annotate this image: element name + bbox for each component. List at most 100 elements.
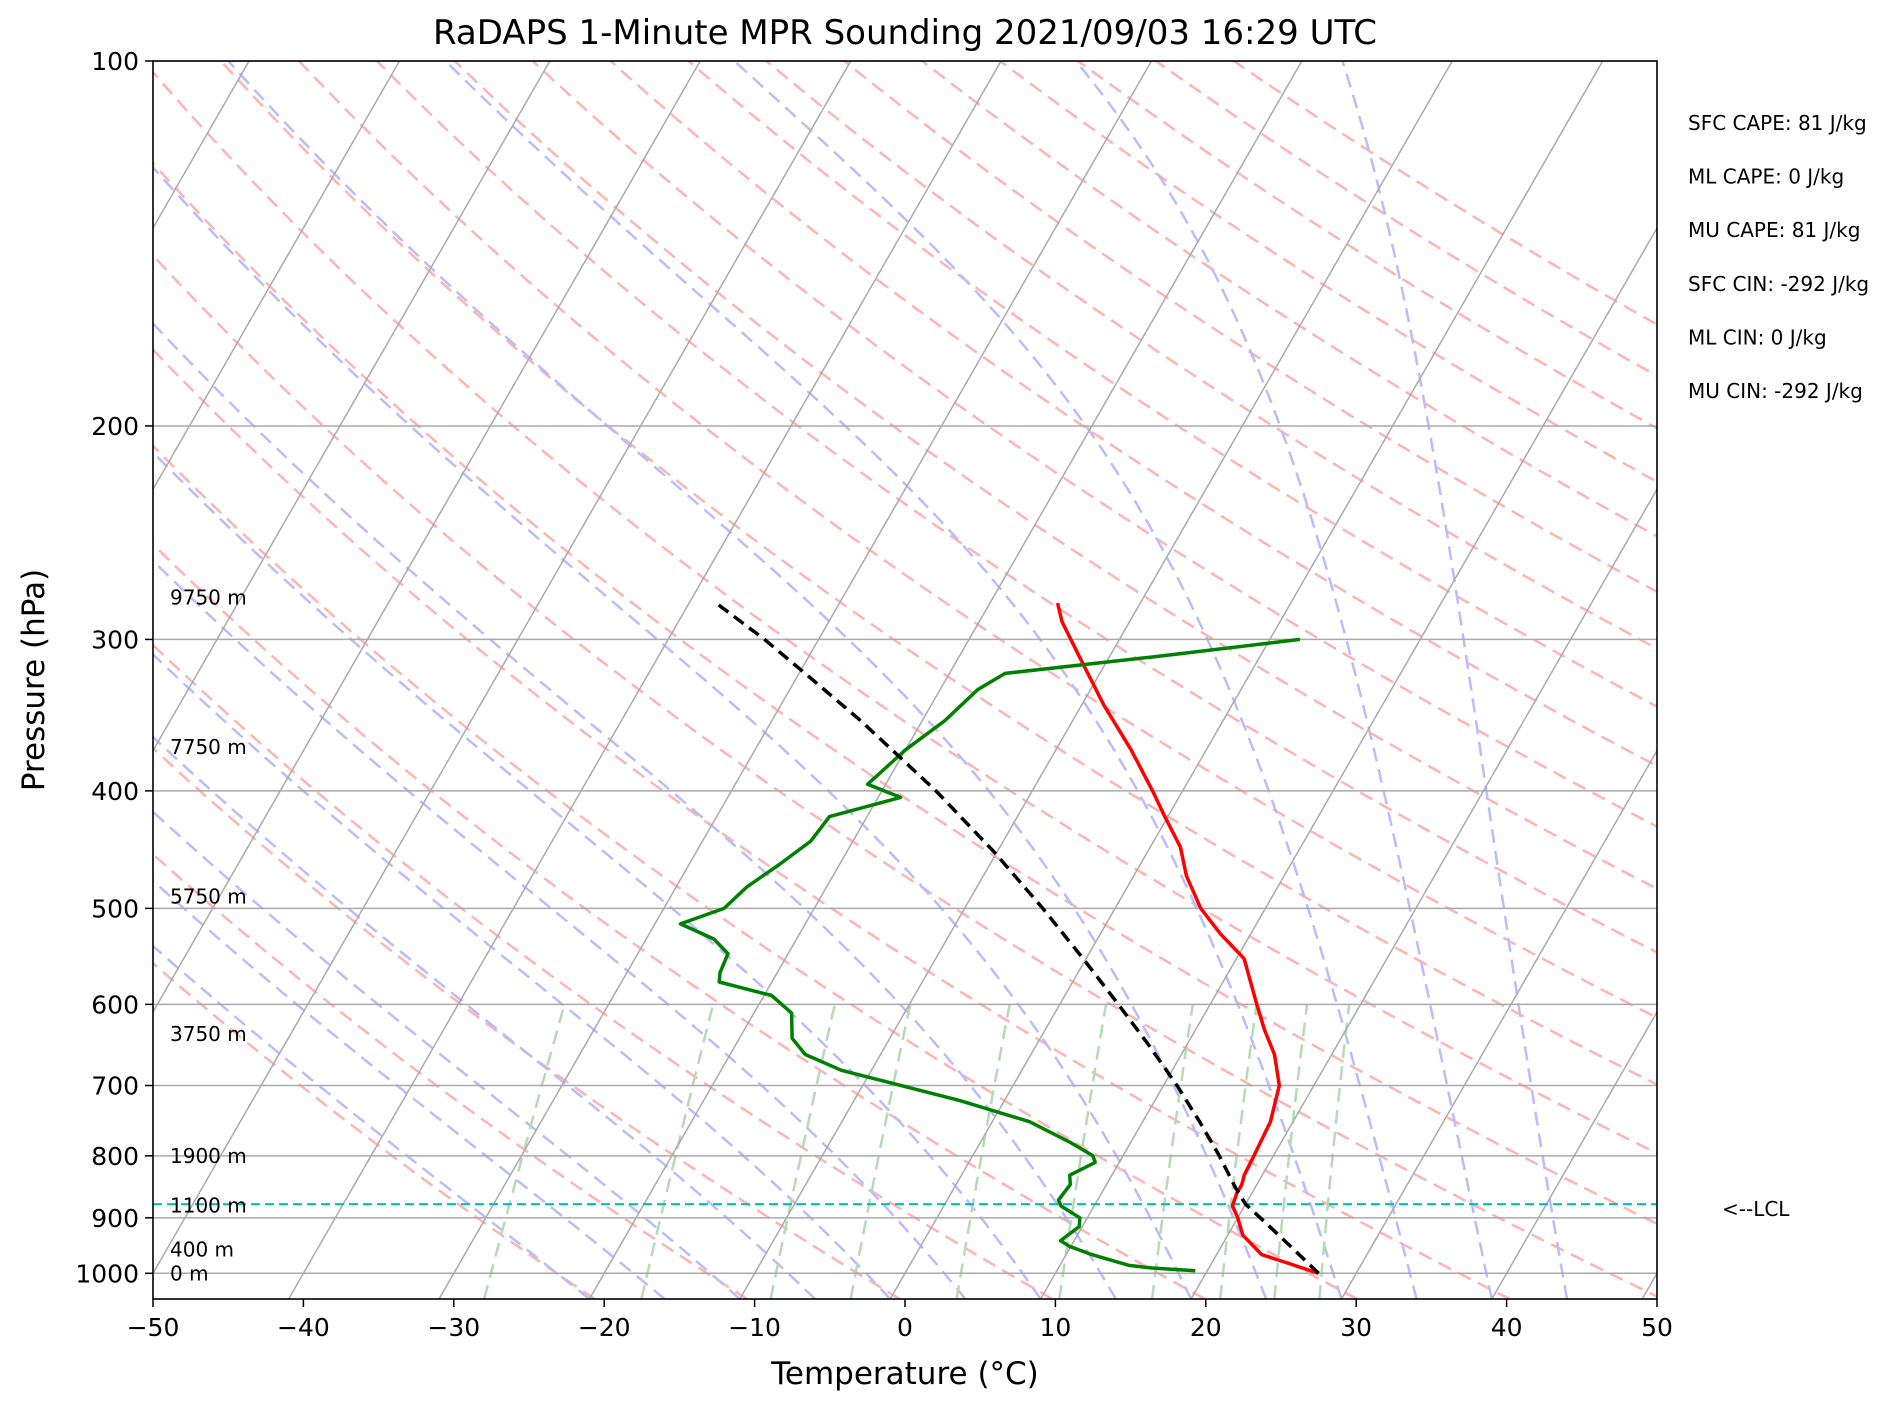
moist-adiabat <box>1074 61 1494 1299</box>
dry-adiabat <box>843 61 1657 594</box>
x-tick-label: −40 <box>277 1313 330 1342</box>
dry-adiabat <box>376 61 1657 954</box>
temperature-line <box>1055 602 1320 1275</box>
height-label: 400 m <box>170 1238 234 1262</box>
axis-ticks: −50 −40 −30 −20 −10 0 10 20 30 40 50 1000 900 800 700 6… <box>75 47 1673 1342</box>
moist-adiabat <box>153 944 591 1299</box>
dry-adiabat <box>153 253 1657 1298</box>
dewpoint-line <box>678 637 1301 1273</box>
x-tick-label: 30 <box>1340 1313 1372 1342</box>
x-tick-label: −20 <box>578 1313 631 1342</box>
y-tick-label: 700 <box>91 1072 139 1101</box>
dry-adiabat <box>687 61 1657 709</box>
mixing-ratio-line <box>1150 1004 1195 1299</box>
dry-adiabat <box>298 61 1657 1020</box>
dry-adiabat <box>153 444 1358 1299</box>
dry-adiabat <box>1155 61 1657 378</box>
background-lines <box>153 61 1657 1299</box>
isotherm-line <box>1491 1010 1657 1299</box>
mixing-ratio-line <box>1318 1004 1351 1299</box>
x-tick-label: 0 <box>897 1313 913 1342</box>
isotherm-line <box>1641 1271 1657 1299</box>
y-tick-label: 600 <box>91 990 139 1019</box>
dry-adiabat <box>220 61 1657 1086</box>
plot-border <box>152 60 1658 1300</box>
y-tick-label: 300 <box>91 625 139 654</box>
dry-adiabat <box>1233 61 1657 326</box>
y-axis-label: Pressure (hPa) <box>16 569 52 791</box>
x-tick-label: −50 <box>127 1313 180 1342</box>
height-label: 5750 m <box>170 885 247 909</box>
height-label: 1100 m <box>170 1193 247 1217</box>
chart-title: RaDAPS 1-Minute MPR Sounding 2021/09/03 … <box>433 13 1377 53</box>
moist-adiabat <box>153 879 666 1299</box>
x-tick-label: −10 <box>728 1313 781 1342</box>
mixing-ratio-line <box>955 1004 1011 1299</box>
isotherm-line <box>153 61 401 491</box>
dry-adiabat <box>153 542 1206 1299</box>
isotherm-line <box>287 61 1002 1299</box>
mixing-ratio-line <box>1273 1004 1309 1299</box>
height-label: 7750 m <box>170 735 247 759</box>
mixing-ratio-line <box>849 1004 912 1299</box>
x-tick-label: 10 <box>1039 1313 1071 1342</box>
stat-text: ML CAPE: 0 J/kg <box>1688 165 1844 189</box>
height-label: 1900 m <box>170 1144 247 1168</box>
stat-text: MU CAPE: 81 J/kg <box>1688 218 1860 242</box>
isotherm-line <box>588 61 1303 1299</box>
moist-adiabat <box>153 559 967 1299</box>
isotherm-line <box>1190 487 1657 1299</box>
x-tick-label: 50 <box>1641 1313 1673 1342</box>
moist-adiabat <box>153 165 1193 1299</box>
dry-adiabat <box>153 347 1511 1299</box>
annotations: 9750 m 7750 m 5750 m 3750 m 1900 m 1100 m 400 … <box>170 111 1869 1285</box>
dry-adiabat <box>153 643 1054 1299</box>
moist-adiabat <box>153 450 1042 1299</box>
x-tick-label: 20 <box>1190 1313 1222 1342</box>
isotherm-line <box>739 61 1453 1299</box>
y-tick-label: 900 <box>91 1204 139 1233</box>
dry-adiabat <box>531 61 1657 829</box>
moist-adiabat <box>153 652 892 1299</box>
sounding-lines <box>678 601 1320 1275</box>
dry-adiabat <box>1077 61 1657 430</box>
plot-frame <box>152 60 1658 1300</box>
dry-adiabat <box>999 61 1657 484</box>
y-tick-label: 400 <box>91 777 139 806</box>
stat-text: ML CIN: 0 J/kg <box>1688 325 1827 349</box>
isotherm-line <box>153 61 852 1275</box>
dry-adiabat <box>153 746 901 1299</box>
dry-adiabat <box>153 161 1657 1226</box>
y-tick-label: 100 <box>91 47 139 76</box>
lcl-label: <--LCL <box>1722 1197 1790 1221</box>
isotherm-line <box>438 61 1153 1299</box>
isotherm-line <box>153 61 551 753</box>
moist-adiabat <box>444 61 1343 1299</box>
moist-adiabat <box>153 321 1117 1299</box>
height-label: 0 m <box>170 1261 209 1285</box>
isotherm-line <box>1039 226 1657 1299</box>
y-tick-label: 500 <box>91 894 139 923</box>
height-label: 3750 m <box>170 1022 247 1046</box>
dry-adiabat <box>153 961 596 1299</box>
dry-adiabat <box>153 852 748 1299</box>
isotherm-line <box>1340 749 1657 1299</box>
moist-adiabat <box>1341 61 1569 1299</box>
dry-adiabat <box>921 61 1657 538</box>
height-label: 9750 m <box>170 585 247 609</box>
y-tick-label: 1000 <box>75 1259 139 1288</box>
stat-text: SFC CAPE: 81 J/kg <box>1688 111 1867 135</box>
stat-text: MU CIN: -292 J/kg <box>1688 379 1863 403</box>
moist-adiabat <box>153 735 816 1299</box>
isotherm-line <box>153 61 701 1014</box>
moist-adiabat <box>733 61 1418 1299</box>
stat-text: SFC CIN: -292 J/kg <box>1688 272 1869 296</box>
dry-adiabat <box>609 61 1657 768</box>
dry-adiabat <box>153 70 1657 1155</box>
dry-adiabat <box>453 61 1657 891</box>
x-tick-label: 40 <box>1491 1313 1523 1342</box>
x-axis-label: Temperature (°C) <box>770 1356 1039 1392</box>
y-tick-label: 800 <box>91 1142 139 1171</box>
parcel-path-line <box>715 601 1320 1275</box>
